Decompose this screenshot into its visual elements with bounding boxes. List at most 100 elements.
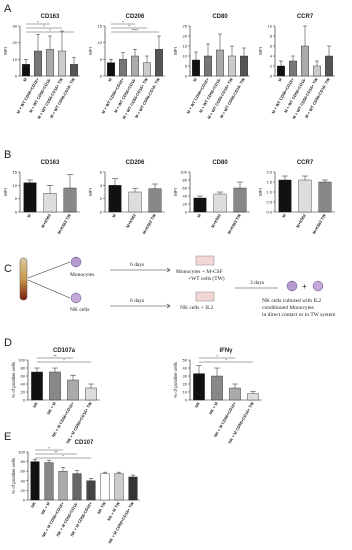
bar bbox=[58, 50, 66, 77]
bar bbox=[46, 49, 54, 77]
label: NK cells bbox=[70, 307, 89, 313]
significance-label: * bbox=[49, 28, 51, 33]
significance-label: ** bbox=[53, 354, 57, 359]
bar bbox=[43, 193, 57, 213]
x-tick-label: M bbox=[281, 212, 287, 218]
y-tick-label: 80 bbox=[21, 366, 26, 371]
y-tick-label: 20 bbox=[21, 488, 26, 493]
x-tick-label: NK bbox=[194, 401, 201, 409]
bar bbox=[131, 55, 139, 77]
y-tick-label: 30 bbox=[183, 374, 188, 379]
error-bar bbox=[52, 367, 58, 372]
significance-label: * bbox=[128, 24, 130, 29]
bar bbox=[31, 371, 43, 401]
x-tick-label: M bbox=[192, 76, 198, 82]
y-tick-label: 100 bbox=[18, 450, 25, 455]
y-tick-label: 5 bbox=[100, 57, 103, 62]
y-tick-label: 6 bbox=[100, 170, 103, 175]
y-axis-label: % of positive cells bbox=[11, 361, 16, 398]
error-bar bbox=[60, 30, 64, 51]
cell-icon bbox=[286, 280, 298, 292]
bar bbox=[85, 387, 97, 401]
error-bar bbox=[230, 45, 234, 56]
bar bbox=[128, 476, 138, 501]
bar bbox=[204, 55, 212, 77]
y-tick-label: 2 bbox=[270, 64, 273, 69]
error-bar bbox=[216, 191, 224, 194]
y-tick-label: 15 bbox=[13, 170, 18, 175]
error-bar bbox=[74, 470, 80, 474]
bar bbox=[192, 59, 200, 77]
y-tick-label: 50 bbox=[183, 358, 188, 363]
panel-label: C bbox=[4, 263, 12, 275]
bar bbox=[229, 387, 241, 401]
error-bar bbox=[291, 55, 295, 61]
error-bar bbox=[116, 471, 122, 474]
y-tick-label: 10 bbox=[183, 54, 188, 59]
error-bar bbox=[327, 45, 331, 56]
x-tick-label: M bbox=[22, 76, 28, 82]
error-bar bbox=[214, 367, 220, 376]
bar bbox=[233, 187, 247, 213]
chart-title: CD206 bbox=[126, 14, 145, 20]
error-bar bbox=[236, 181, 244, 188]
error-bar bbox=[109, 59, 113, 63]
chart-title: CD206 bbox=[126, 160, 145, 166]
y-tick-label: 15 bbox=[98, 24, 103, 29]
bar bbox=[58, 471, 68, 501]
x-tick-label: M+K562 TW bbox=[141, 213, 157, 235]
cell-icon bbox=[312, 280, 324, 292]
bar bbox=[100, 473, 110, 501]
bar bbox=[107, 62, 115, 77]
tube-icon bbox=[19, 257, 28, 301]
x-tick-label: M+K562 bbox=[210, 212, 222, 228]
error-bar bbox=[131, 188, 139, 192]
label: in direct contact or in TW system bbox=[262, 312, 336, 318]
y-tick-label: 0 bbox=[23, 498, 26, 503]
y-tick-label: 5 bbox=[185, 64, 188, 69]
bar bbox=[49, 371, 61, 401]
error-bar bbox=[301, 175, 309, 180]
y-tick-label: 4 bbox=[100, 183, 103, 188]
error-bar bbox=[32, 458, 38, 462]
error-bar bbox=[36, 34, 40, 51]
error-bar bbox=[281, 175, 289, 180]
bar bbox=[30, 461, 40, 501]
arrow bbox=[110, 269, 170, 307]
bar bbox=[70, 64, 78, 77]
x-tick-label: M+K562 bbox=[40, 212, 52, 228]
bar bbox=[211, 375, 223, 401]
y-axis-label: MFI bbox=[258, 188, 263, 196]
y-tick-label: 40 bbox=[183, 366, 188, 371]
chart-title: CD80 bbox=[212, 160, 228, 166]
chart-title: CD163 bbox=[41, 160, 60, 166]
y-tick-label: 100 bbox=[18, 358, 25, 363]
y-tick-label: 0.5 bbox=[266, 200, 272, 205]
label: + bbox=[302, 282, 307, 291]
error-bar bbox=[46, 185, 54, 194]
error-bar bbox=[24, 59, 28, 65]
x-tick-label: NK + M TW bbox=[106, 501, 121, 522]
y-axis-label: MFI bbox=[173, 47, 178, 55]
y-tick-label: 0 bbox=[270, 74, 273, 79]
error-bar bbox=[130, 474, 136, 477]
error-bar bbox=[60, 467, 66, 472]
significance-label: * bbox=[43, 24, 45, 29]
y-tick-label: 10 bbox=[98, 40, 103, 45]
x-tick-label: M bbox=[26, 212, 32, 218]
error-bar bbox=[102, 471, 108, 474]
label: NK cells + IL2 bbox=[180, 305, 213, 311]
significance-label: * bbox=[225, 358, 227, 363]
panel-label: A bbox=[4, 3, 12, 15]
significance-label: * bbox=[122, 20, 124, 25]
bar bbox=[128, 191, 142, 213]
panel-label: D bbox=[4, 337, 12, 349]
y-axis-label: MFI bbox=[258, 47, 263, 55]
significance-label: ** bbox=[54, 450, 58, 455]
error-bar bbox=[206, 43, 210, 56]
y-tick-label: 2.0 bbox=[266, 170, 272, 175]
label: 6 days bbox=[130, 262, 144, 268]
error-bar bbox=[34, 367, 40, 372]
bar bbox=[213, 193, 227, 213]
